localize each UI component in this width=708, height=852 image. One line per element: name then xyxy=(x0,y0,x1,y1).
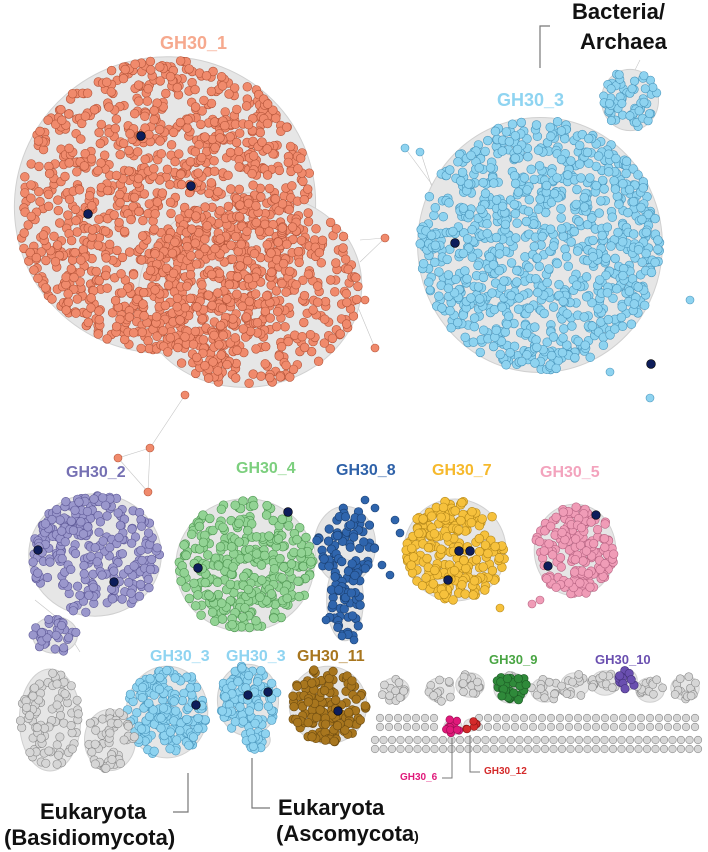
basidiomycota-callout-line xyxy=(173,773,189,813)
unassigned-small-cluster-8 xyxy=(670,672,700,704)
cluster-gh30-7 xyxy=(401,496,509,605)
cluster-gh30-3-bacteria xyxy=(415,116,665,375)
label-gh30-6: GH30_6 xyxy=(400,772,438,783)
gh30-6-callout-line xyxy=(442,738,453,779)
label-gh30-3-ascomycota: GH30_3 xyxy=(226,648,286,665)
unassigned-small-cluster-6 xyxy=(587,669,620,693)
label-gh30-10: GH30_10 xyxy=(595,652,651,667)
unassigned-small-cluster-7 xyxy=(632,675,667,699)
bacteria-callout-line xyxy=(539,25,550,68)
label-gh30-2: GH30_2 xyxy=(66,464,126,481)
annotation-eukaryota-ascomycota: Eukaryota xyxy=(278,795,385,820)
label-gh30-9: GH30_9 xyxy=(489,652,538,667)
label-gh30-7: GH30_7 xyxy=(432,462,492,479)
cluster-gh30-3-ascomycota-lobe xyxy=(241,728,270,754)
callout-lines xyxy=(173,25,550,813)
annotation-eukaryota-basidiomycota: Eukaryota xyxy=(40,799,147,824)
cluster-gh30-6 xyxy=(442,715,464,738)
gh30-5-outliers xyxy=(527,595,545,609)
gh30-8-outliers xyxy=(321,495,405,645)
cluster-gh30-5 xyxy=(531,502,619,599)
unassigned-cluster-left xyxy=(15,668,83,769)
unassigned-singletons xyxy=(370,713,703,754)
cluster-gh30-3-basidiomycota xyxy=(122,665,210,759)
cluster-gh30-2 xyxy=(28,491,164,617)
gh30-12-callout-line xyxy=(469,735,480,773)
annotation-archaea: Archaea xyxy=(580,29,667,54)
label-gh30-3-bacteria: GH30_3 xyxy=(497,90,565,110)
label-gh30-8: GH30_8 xyxy=(336,462,396,479)
unassigned-small-cluster-5 xyxy=(557,670,588,700)
cluster-gh30-1-lobe xyxy=(138,190,363,388)
label-gh30-12: GH30_12 xyxy=(484,766,527,777)
label-gh30-4: GH30_4 xyxy=(236,460,296,477)
annotation-ascomycota: (Ascomycota) xyxy=(276,821,419,846)
cluster-gh30-2-lobe xyxy=(28,614,81,656)
annotation-bacteria: Bacteria/ xyxy=(572,0,665,24)
label-gh30-11: GH30_11 xyxy=(297,648,365,665)
gh30-1-outliers xyxy=(113,233,390,497)
unassigned-small-cluster-0 xyxy=(377,674,409,706)
cluster-gh30-4 xyxy=(174,495,318,633)
label-gh30-1: GH30_1 xyxy=(160,33,228,53)
cluster-gh30-10 xyxy=(614,666,639,694)
unassigned-small-cluster-4 xyxy=(527,674,561,704)
ascomycota-callout-line xyxy=(251,758,270,809)
label-gh30-5: GH30_5 xyxy=(540,464,600,481)
gh30-7-outlier xyxy=(495,603,505,613)
annotation-basidiomycota: (Basidiomycota) xyxy=(4,825,176,850)
cluster-gh30-3-bacteria-lobe xyxy=(599,69,662,132)
label-gh30-3-basidiomycota: GH30_3 xyxy=(150,648,210,665)
unassigned-small-cluster-1 xyxy=(424,675,455,706)
cluster-gh30-11 xyxy=(288,665,371,747)
unassigned-small-cluster-2 xyxy=(457,670,484,698)
unassigned-cluster-left-2 xyxy=(84,708,139,773)
network-nodes xyxy=(15,56,703,773)
cluster-gh30-3-ascomycota xyxy=(216,661,282,740)
cluster-gh30-12 xyxy=(462,717,481,734)
gh30-3-bacteria-outliers xyxy=(400,143,695,403)
cluster-gh30-9 xyxy=(492,673,531,705)
cluster-gh30-8-tail xyxy=(325,556,365,641)
